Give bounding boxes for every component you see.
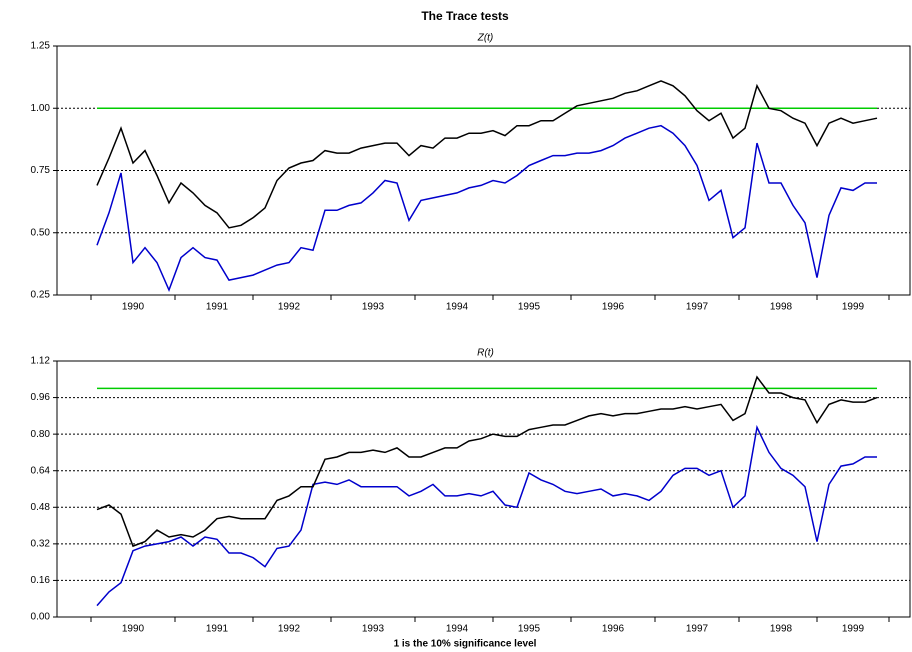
series-line — [96, 124, 877, 293]
plot-frame — [56, 360, 911, 618]
y-tick-label: 1.25 — [31, 41, 51, 52]
series-line — [96, 375, 878, 548]
x-tick-label: 1997 — [686, 624, 709, 635]
x-tick-label: 1998 — [770, 624, 793, 635]
subtitle: R(t) — [477, 348, 494, 359]
chart-title: The Trace tests — [421, 9, 509, 23]
footnote: 1 is the 10% significance level — [394, 639, 537, 650]
x-tick-label: 1995 — [518, 302, 541, 313]
y-tick-label: 0.48 — [31, 502, 51, 513]
x-tick-label: 1993 — [362, 302, 385, 313]
x-tick-label: 1997 — [686, 302, 709, 313]
subtitle: Z(t) — [477, 33, 494, 44]
y-tick-label: 0.25 — [31, 290, 51, 301]
x-tick-label: 1998 — [770, 302, 793, 313]
x-tick-label: 1996 — [602, 302, 625, 313]
series-line — [96, 80, 878, 229]
x-tick-label: 1992 — [278, 302, 301, 313]
x-tick-label: 1993 — [362, 624, 385, 635]
x-tick-label: 1999 — [842, 624, 865, 635]
y-tick-label: 0.16 — [31, 575, 51, 586]
y-tick-label: 0.32 — [31, 538, 51, 549]
x-tick-label: 1991 — [206, 624, 229, 635]
x-tick-label: 1999 — [842, 302, 865, 313]
x-tick-label: 1991 — [206, 302, 229, 313]
x-tick-label: 1992 — [278, 624, 301, 635]
y-tick-label: 1.00 — [31, 103, 51, 114]
y-tick-label: 0.75 — [31, 165, 51, 176]
x-tick-label: 1990 — [122, 302, 145, 313]
y-tick-label: 1.12 — [31, 356, 51, 367]
plot-frame — [56, 45, 911, 296]
y-tick-label: 0.80 — [31, 429, 51, 440]
series-line — [96, 424, 877, 607]
y-tick-label: 0.64 — [31, 465, 51, 476]
x-tick-label: 1994 — [446, 624, 469, 635]
y-tick-label: 0.00 — [31, 612, 51, 623]
x-tick-label: 1990 — [122, 624, 145, 635]
y-tick-label: 0.96 — [31, 392, 51, 403]
y-tick-label: 0.50 — [31, 227, 51, 238]
x-tick-label: 1994 — [446, 302, 469, 313]
x-tick-label: 1995 — [518, 624, 541, 635]
x-tick-label: 1996 — [602, 624, 625, 635]
